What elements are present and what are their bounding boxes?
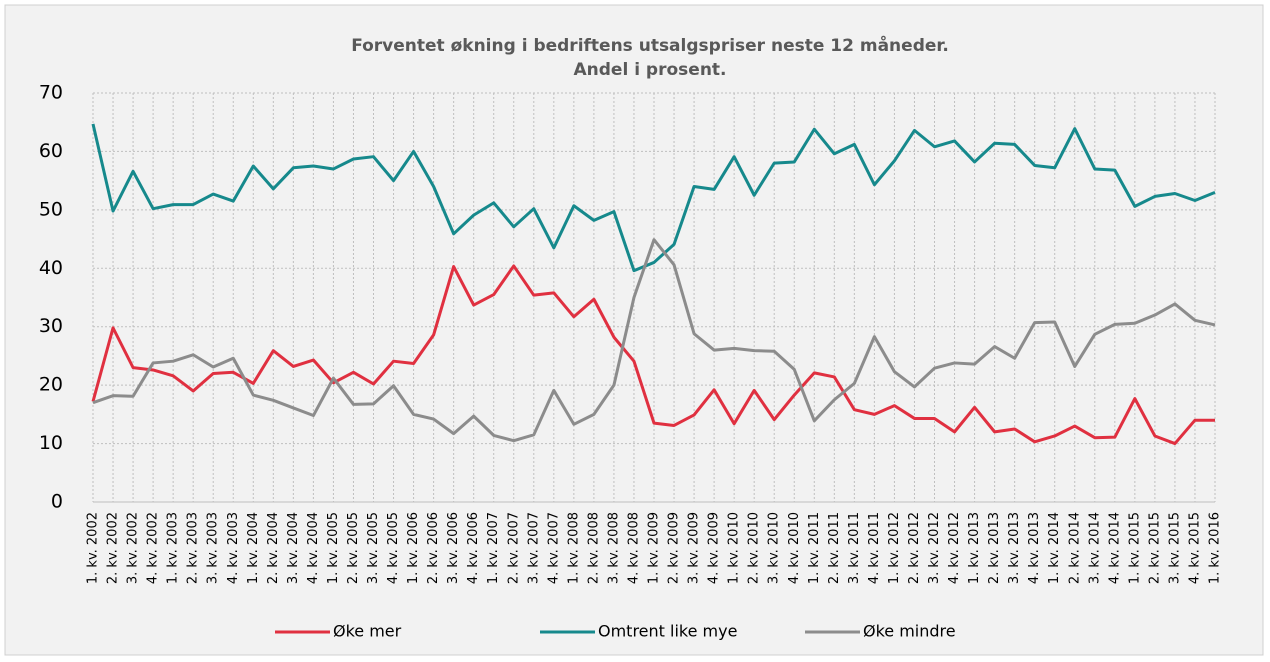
x-tick-label: 4. kv. 2003 [226,512,241,584]
x-tick-label: 1. kv. 2003 [166,512,181,584]
x-tick-label: 1. kv. 2010 [727,512,742,584]
x-tick-label: 1. kv. 2014 [1047,512,1062,584]
x-tick-label: 3. kv. 2015 [1167,512,1182,584]
x-tick-label: 3. kv. 2009 [687,512,702,584]
y-tick-label: 0 [51,491,63,513]
x-tick-label: 2. kv. 2012 [907,512,922,584]
series-line [91,264,1215,446]
x-tick-label: 2. kv. 2014 [1067,512,1082,584]
x-tick-label: 3. kv. 2006 [446,512,461,584]
series-line [92,238,1216,443]
x-tick-label: 2. kv. 2010 [747,512,762,584]
x-tick-label: 3. kv. 2010 [767,512,782,584]
x-tick-label: 1. kv. 2016 [1208,512,1223,584]
x-tick-label: 3. kv. 2005 [366,512,381,584]
x-tick-label: 3. kv. 2002 [126,512,141,584]
x-tick-label: 3. kv. 2014 [1087,512,1102,584]
x-tick-label: 1. kv. 2005 [326,512,341,584]
x-tick-label: 3. kv. 2003 [206,512,221,584]
series-line [91,123,1216,273]
x-tick-label: 4. kv. 2004 [306,512,321,584]
x-tick-label: 4. kv. 2005 [386,512,401,584]
y-tick-label: 70 [39,82,63,104]
x-tick-label: 3. kv. 2011 [847,512,862,584]
x-tick-label: 4. kv. 2011 [867,512,882,584]
x-tick-label: 4. kv. 2014 [1107,512,1122,584]
chart-title: Forventet økning i bedriftens utsalgspri… [351,34,949,56]
x-tick-label: 4. kv. 2008 [626,512,641,584]
x-tick-label: 2. kv. 2013 [987,512,1002,584]
x-tick-label: 1. kv. 2009 [647,512,662,584]
x-tick-label: 4. kv. 2013 [1027,512,1042,584]
x-tick-label: 2. kv. 2003 [186,512,201,584]
x-tick-label: 1. kv. 2006 [406,512,421,584]
y-tick-label: 30 [39,315,63,337]
x-tick-label: 1. kv. 2004 [246,512,261,584]
x-tick-label: 4. kv. 2015 [1187,512,1202,584]
x-tick-label: 4. kv. 2012 [947,512,962,584]
x-tick-label: 3. kv. 2007 [526,512,541,584]
x-tick-label: 3. kv. 2004 [286,512,301,584]
x-tick-label: 1. kv. 2002 [86,512,101,584]
x-tick-label: 1. kv. 2007 [486,512,501,584]
x-tick-label: 4. kv. 2006 [466,512,481,584]
x-tick-label: 1. kv. 2012 [887,512,902,584]
y-tick-label: 10 [39,432,63,454]
x-tick-label: 2. kv. 2007 [506,512,521,584]
y-tick-label: 40 [39,257,63,279]
x-tick-label: 4. kv. 2009 [707,512,722,584]
x-tick-label: 4. kv. 2010 [787,512,802,584]
x-tick-label: 2. kv. 2008 [586,512,601,584]
x-tick-label: 1. kv. 2015 [1127,512,1142,584]
x-tick-label: 1. kv. 2011 [807,512,822,584]
x-tick-label: 2. kv. 2005 [346,512,361,584]
x-tick-label: 2. kv. 2002 [106,512,121,584]
x-tick-label: 3. kv. 2008 [606,512,621,584]
x-tick-label: 4. kv. 2007 [546,512,561,584]
x-tick-label: 3. kv. 2013 [1007,512,1022,584]
chart-title: Andel i prosent. [573,60,726,80]
x-tick-label: 3. kv. 2012 [927,512,942,584]
legend-label: Omtrent like mye [598,622,737,641]
x-tick-label: 1. kv. 2008 [566,512,581,584]
x-tick-label: 2. kv. 2015 [1147,512,1162,584]
y-tick-label: 60 [39,140,63,162]
x-tick-label: 2. kv. 2004 [266,512,281,584]
x-tick-label: 4. kv. 2002 [146,512,161,584]
x-tick-label: 1. kv. 2013 [967,512,982,584]
x-tick-label: 2. kv. 2011 [827,512,842,584]
legend-label: Øke mindre [863,622,956,641]
legend-label: Øke mer [333,622,402,641]
y-tick-label: 50 [39,198,63,220]
x-tick-label: 2. kv. 2009 [667,512,682,584]
x-tick-label: 2. kv. 2006 [426,512,441,584]
y-tick-label: 20 [39,374,63,396]
